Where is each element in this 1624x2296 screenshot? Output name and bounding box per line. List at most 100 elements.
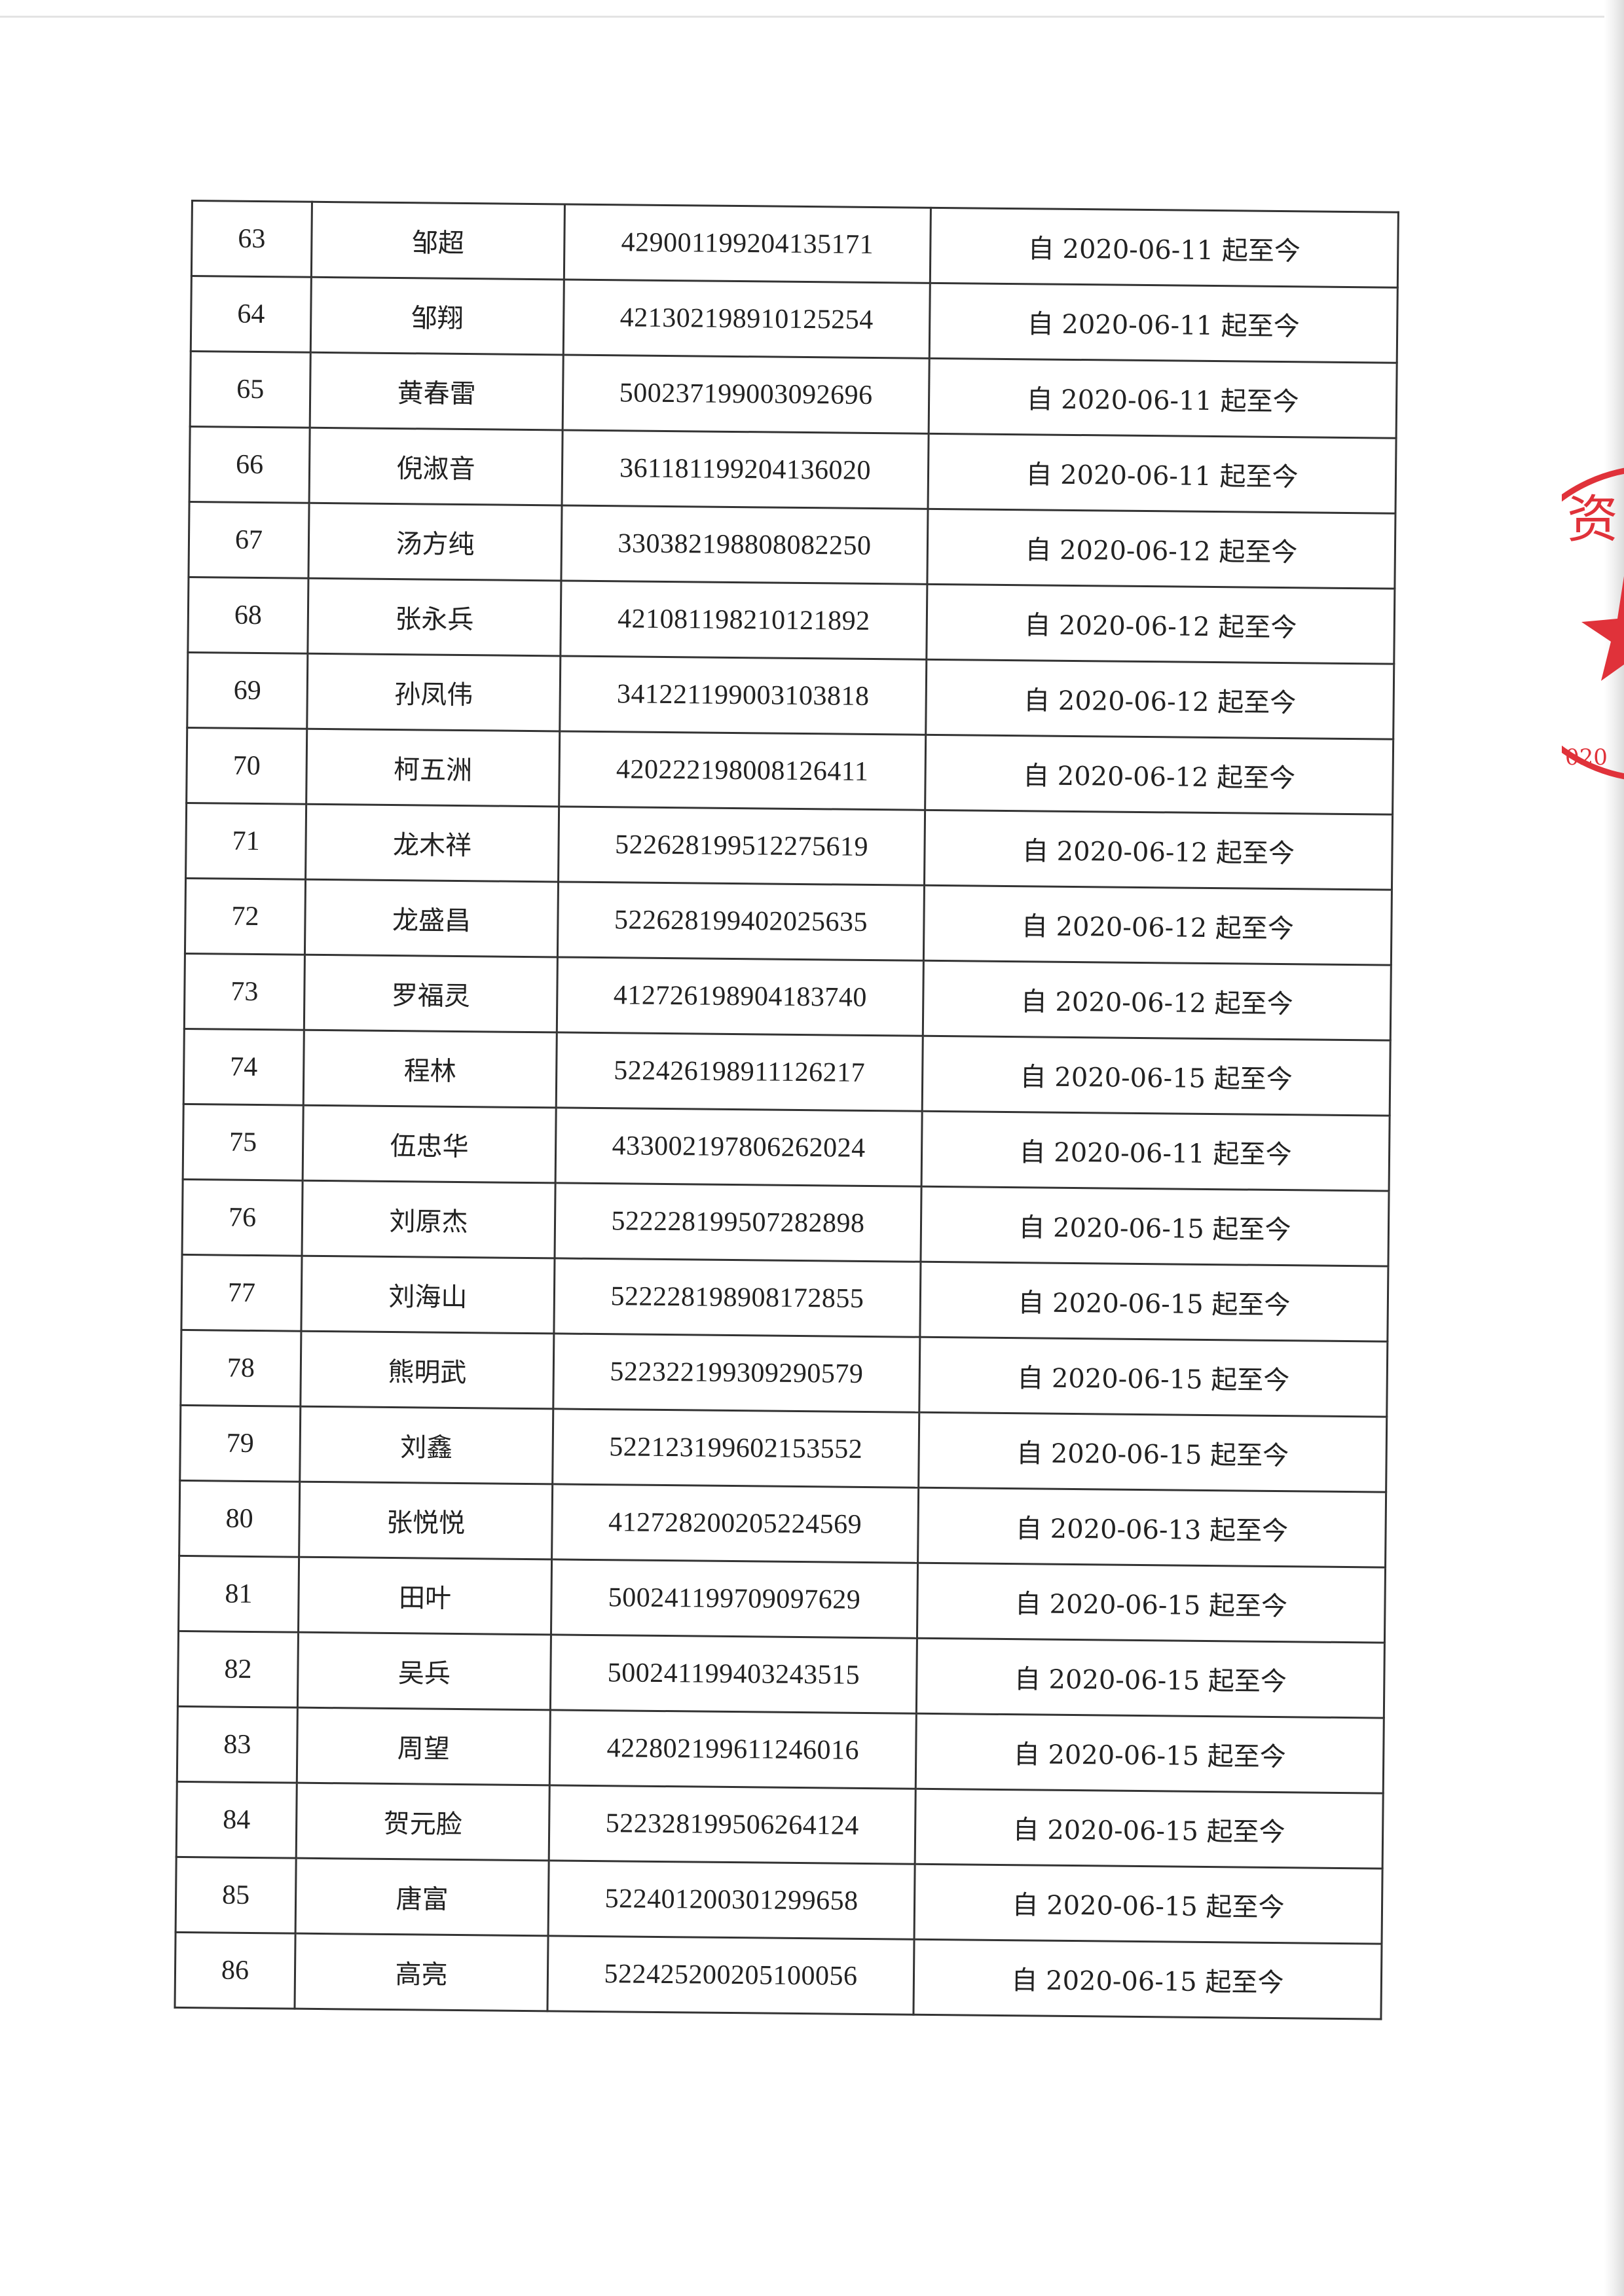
start-period: 自 2020-06-11 起至今 <box>921 1111 1390 1192</box>
table-row: 74 程林 522426198911126217 自 2020-06-15 起至今 <box>183 1029 1391 1116</box>
person-name: 高亮 <box>294 1933 549 2011</box>
row-number: 72 <box>185 878 306 955</box>
row-number: 86 <box>174 1932 296 2009</box>
start-period: 自 2020-06-15 起至今 <box>914 1864 1383 1944</box>
row-number: 65 <box>190 351 311 428</box>
person-name: 柯五洲 <box>306 729 560 807</box>
row-number: 79 <box>179 1405 301 1482</box>
person-name: 张悦悦 <box>299 1482 553 1559</box>
table-row: 77 刘海山 522228198908172855 自 2020-06-15 起至今 <box>181 1254 1388 1342</box>
row-number: 80 <box>179 1480 300 1558</box>
person-name: 邹超 <box>311 202 565 280</box>
start-period: 自 2020-06-13 起至今 <box>917 1487 1386 1568</box>
row-number: 77 <box>181 1254 303 1332</box>
start-period: 自 2020-06-12 起至今 <box>927 509 1395 589</box>
table-row: 76 刘原杰 522228199507282898 自 2020-06-15 起至今 <box>182 1179 1390 1267</box>
table-row: 69 孙凤伟 341221199003103818 自 2020-06-12 起至今 <box>187 652 1394 740</box>
person-name: 黄春雷 <box>310 352 564 430</box>
id-number: 429001199204135171 <box>564 204 931 283</box>
id-number: 412728200205224569 <box>551 1484 919 1563</box>
id-number: 522628199512275619 <box>558 806 925 886</box>
person-name: 周望 <box>297 1707 551 1785</box>
row-number: 64 <box>191 276 312 353</box>
id-number: 522401200301299658 <box>548 1860 915 1940</box>
id-number: 522228199507282898 <box>555 1182 922 1262</box>
table-row: 68 张永兵 421081198210121892 自 2020-06-12 起至今 <box>187 577 1395 665</box>
seal-text: 资 <box>1567 490 1618 549</box>
id-number: 433002197806262024 <box>555 1107 923 1187</box>
row-number: 67 <box>188 501 310 579</box>
person-name: 汤方纯 <box>308 503 563 581</box>
start-period: 自 2020-06-12 起至今 <box>925 659 1394 740</box>
start-period: 自 2020-06-12 起至今 <box>925 735 1393 815</box>
start-period: 自 2020-06-15 起至今 <box>920 1186 1390 1267</box>
table-row: 64 邹翔 421302198910125254 自 2020-06-11 起至今 <box>191 276 1398 363</box>
person-name: 张永兵 <box>307 578 561 656</box>
start-period: 自 2020-06-15 起至今 <box>919 1262 1388 1342</box>
id-number: 522425200205100056 <box>547 1935 915 2015</box>
id-number: 522123199602153552 <box>552 1408 919 1488</box>
id-number: 500237199003092696 <box>563 354 930 434</box>
table-row: 70 柯五洲 420222198008126411 自 2020-06-12 起至今 <box>186 727 1393 815</box>
start-period: 自 2020-06-12 起至今 <box>923 960 1392 1041</box>
scan-page-edge <box>1604 0 1624 2296</box>
table-row: 81 田叶 500241199709097629 自 2020-06-15 起至今 <box>178 1556 1386 1643</box>
red-seal-stamp: 资 020 <box>1562 467 1624 780</box>
table-row: 79 刘鑫 522123199602153552 自 2020-06-15 起至今 <box>179 1405 1387 1493</box>
seal-year-text: 020 <box>1565 744 1608 771</box>
table-row: 84 贺元脸 522328199506264124 自 2020-06-15 起至今 <box>176 1781 1384 1869</box>
person-name: 孙凤伟 <box>306 653 561 731</box>
id-number: 522228198908172855 <box>553 1258 921 1338</box>
person-name: 田叶 <box>298 1557 552 1635</box>
person-name: 熊明武 <box>300 1331 554 1409</box>
id-number: 522322199309290579 <box>553 1333 920 1413</box>
person-name: 贺元脸 <box>296 1783 550 1861</box>
start-period: 自 2020-06-12 起至今 <box>926 584 1395 665</box>
row-number: 73 <box>184 953 305 1030</box>
table-row: 78 熊明武 522322199309290579 自 2020-06-15 起至今 <box>180 1330 1388 1417</box>
row-number: 78 <box>180 1330 301 1407</box>
table-row: 80 张悦悦 412728200205224569 自 2020-06-13 起至今 <box>179 1480 1386 1568</box>
person-name: 刘原杰 <box>302 1180 556 1258</box>
row-number: 71 <box>185 803 306 880</box>
row-number: 68 <box>187 577 308 654</box>
table-row: 67 汤方纯 330382198808082250 自 2020-06-12 起至今 <box>188 501 1395 589</box>
start-period: 自 2020-06-15 起至今 <box>915 1713 1384 1794</box>
start-period: 自 2020-06-15 起至今 <box>919 1337 1388 1417</box>
start-period: 自 2020-06-15 起至今 <box>913 1939 1382 2020</box>
person-name: 唐富 <box>295 1858 549 1936</box>
person-name: 邹翔 <box>310 277 564 355</box>
start-period: 自 2020-06-15 起至今 <box>915 1789 1384 1869</box>
person-name: 程林 <box>303 1030 557 1108</box>
start-period: 自 2020-06-12 起至今 <box>923 885 1392 966</box>
start-period: 自 2020-06-12 起至今 <box>924 810 1393 890</box>
start-period: 自 2020-06-11 起至今 <box>929 358 1397 439</box>
table-row: 71 龙木祥 522628199512275619 自 2020-06-12 起至今 <box>185 803 1393 890</box>
id-number: 500241199709097629 <box>551 1559 918 1639</box>
table-row: 82 吴兵 500241199403243515 自 2020-06-15 起至今 <box>177 1631 1385 1719</box>
row-number: 63 <box>191 200 312 278</box>
start-period: 自 2020-06-11 起至今 <box>930 208 1399 288</box>
row-number: 76 <box>182 1179 303 1256</box>
table-row: 73 罗福灵 412726198904183740 自 2020-06-12 起至今 <box>184 953 1392 1041</box>
row-number: 69 <box>187 652 308 729</box>
seal-ring <box>1562 467 1624 780</box>
person-name: 刘海山 <box>301 1256 555 1334</box>
id-number: 330382198808082250 <box>561 505 929 585</box>
person-name: 龙木祥 <box>305 804 559 882</box>
table-row: 66 倪淑音 361181199204136020 自 2020-06-11 起至今 <box>189 426 1397 514</box>
row-number: 75 <box>183 1104 304 1181</box>
id-number: 522628199402025635 <box>557 881 925 961</box>
id-number: 522426198911126217 <box>556 1032 923 1112</box>
start-period: 自 2020-06-15 起至今 <box>922 1036 1391 1116</box>
table-row: 75 伍忠华 433002197806262024 自 2020-06-11 起至今 <box>183 1104 1390 1192</box>
scan-edge-line <box>0 16 1624 18</box>
id-number: 341221199003103818 <box>559 655 927 735</box>
person-name: 刘鑫 <box>299 1406 553 1484</box>
row-number: 83 <box>177 1706 298 1783</box>
id-number: 422802199611246016 <box>549 1709 917 1789</box>
id-number: 412726198904183740 <box>557 957 924 1036</box>
id-number: 420222198008126411 <box>559 731 926 811</box>
person-name: 吴兵 <box>297 1632 551 1710</box>
person-name: 罗福灵 <box>304 955 558 1032</box>
